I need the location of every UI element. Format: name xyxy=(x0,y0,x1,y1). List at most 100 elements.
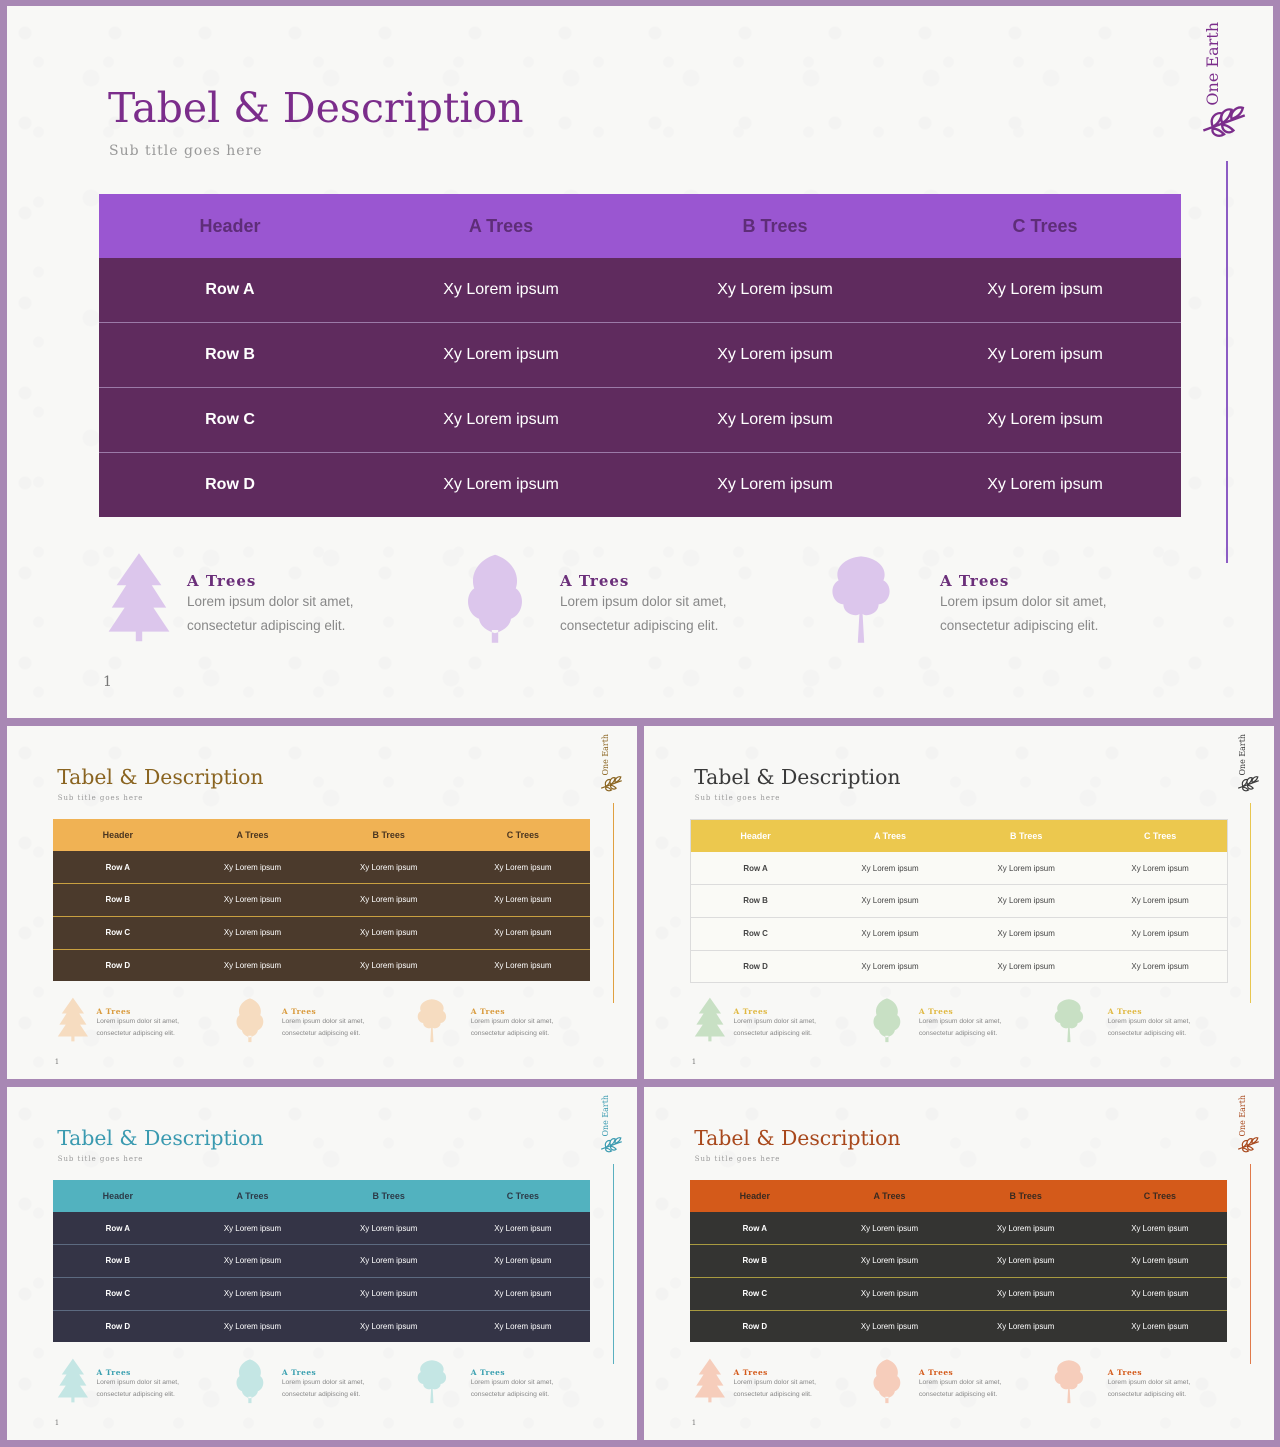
column-header: Header xyxy=(52,819,183,852)
feature-text: Lorem ipsum dolor sit amet, xyxy=(96,1018,179,1026)
table-row: Row A Xy Lorem ipsum Xy Lorem ipsum Xy Lore… xyxy=(690,852,1228,885)
leaf-icon xyxy=(601,775,623,792)
table-row: Row D Xy Lorem ipsum Xy Lorem ipsum Xy Lore… xyxy=(99,452,1181,517)
row-header: Row B xyxy=(52,1244,183,1278)
table-row: Row D Xy Lorem ipsum Xy Lorem ipsum Xy Lore… xyxy=(690,949,1228,983)
tree-icon xyxy=(1054,1360,1083,1404)
table-cell: Xy Lorem ipsum xyxy=(641,387,909,453)
feature-title: A Trees xyxy=(96,1368,131,1378)
row-header: Row C xyxy=(689,1276,820,1311)
row-header: Row C xyxy=(99,387,361,453)
feature-title: A Trees xyxy=(281,1368,317,1378)
data-table: Header A Trees B Trees C Trees Row A Xy Lorem… xyxy=(99,194,1181,517)
page-number: 1 xyxy=(691,1418,697,1427)
table-cell: Xy Lorem ipsum xyxy=(322,948,456,982)
feature-title: A Trees xyxy=(1107,1007,1143,1017)
page-number: 1 xyxy=(691,1057,697,1066)
feature-text: Lorem ipsum dolor sit amet, xyxy=(733,1379,816,1387)
table-cell: Xy Lorem ipsum xyxy=(455,915,591,950)
slide-5[interactable]: Tabel & Description Sub title goes here On… xyxy=(644,1087,1274,1440)
vertical-rule xyxy=(1249,803,1251,1003)
feature-block: A Trees Lorem ipsum dolor sit amet, consec… xyxy=(282,1368,365,1401)
column-header: B Trees xyxy=(322,819,456,852)
table-row: Row A Xy Lorem ipsum Xy Lorem ipsum Xy Lore… xyxy=(52,1212,591,1245)
tree-icon xyxy=(694,1358,725,1403)
table-cell: Xy Lorem ipsum xyxy=(1092,1244,1228,1278)
feature-text: consectetur adipiscing elit. xyxy=(940,618,1099,633)
leaf-icon xyxy=(601,1136,623,1153)
feature-text: Lorem ipsum dolor sit amet, xyxy=(96,1379,179,1387)
table-cell: Xy Lorem ipsum xyxy=(182,883,323,917)
column-header: A Trees xyxy=(820,819,960,853)
row-header: Row D xyxy=(52,1309,183,1343)
table-cell: Xy Lorem ipsum xyxy=(322,1212,456,1245)
leaf-icon xyxy=(1202,106,1246,137)
column-header: A Trees xyxy=(182,819,323,852)
feature-block: A Trees Lorem ipsum dolor sit amet, consec… xyxy=(96,1368,179,1401)
column-header: C Trees xyxy=(1092,1180,1228,1213)
tree-icon xyxy=(57,1358,88,1403)
data-table: Header A Trees B Trees C Trees Row A Xy Lorem… xyxy=(689,1180,1228,1343)
column-header: Header xyxy=(689,1180,820,1213)
column-header: Header xyxy=(52,1180,183,1213)
table-cell: Xy Lorem ipsum xyxy=(959,1212,1093,1245)
slide-subtitle: Sub title goes here xyxy=(57,794,144,803)
table-cell: Xy Lorem ipsum xyxy=(182,1244,323,1278)
feature-block: A Trees Lorem ipsum dolor sit amet, consec… xyxy=(919,1368,1002,1401)
page-number: 1 xyxy=(103,674,112,690)
feature-text: Lorem ipsum dolor sit amet, xyxy=(733,1018,816,1026)
table-row: Row D Xy Lorem ipsum Xy Lorem ipsum Xy Lore… xyxy=(689,1309,1228,1343)
table-cell: Xy Lorem ipsum xyxy=(1092,1276,1228,1311)
table-cell: Xy Lorem ipsum xyxy=(909,452,1181,517)
feature-title: A Trees xyxy=(918,1368,954,1378)
table-cell: Xy Lorem ipsum xyxy=(455,851,591,884)
slide-3[interactable]: Tabel & Description Sub title goes here On… xyxy=(644,726,1274,1079)
tree-icon xyxy=(57,997,88,1042)
brand-label: One Earth xyxy=(601,733,611,776)
table-cell: Xy Lorem ipsum xyxy=(909,258,1181,323)
table-row: Row D Xy Lorem ipsum Xy Lorem ipsum Xy Lore… xyxy=(52,948,591,982)
table-row: Row C Xy Lorem ipsum Xy Lorem ipsum Xy Lore… xyxy=(690,916,1228,951)
column-header: B Trees xyxy=(641,194,909,258)
tree-icon xyxy=(1054,999,1083,1043)
feature-title: A Trees xyxy=(187,572,257,590)
feature-text: consectetur adipiscing elit. xyxy=(96,1030,175,1038)
feature-text: consectetur adipiscing elit. xyxy=(560,618,719,633)
table-cell: Xy Lorem ipsum xyxy=(641,322,909,388)
slide-4[interactable]: Tabel & Description Sub title goes here On… xyxy=(7,1087,637,1440)
table-cell: Xy Lorem ipsum xyxy=(1092,949,1228,983)
table-row: Row B Xy Lorem ipsum Xy Lorem ipsum Xy Lore… xyxy=(690,884,1228,918)
tree-icon xyxy=(873,1359,900,1404)
column-header: B Trees xyxy=(959,819,1093,853)
leaf-icon xyxy=(1238,775,1260,792)
feature-block: A Trees Lorem ipsum dolor sit amet, consec… xyxy=(733,1007,816,1040)
feature-title: A Trees xyxy=(940,572,1010,590)
slide-2[interactable]: Tabel & Description Sub title goes here On… xyxy=(7,726,637,1079)
slide-subtitle: Sub title goes here xyxy=(694,794,781,803)
table-row: Row B Xy Lorem ipsum Xy Lorem ipsum Xy Lore… xyxy=(99,322,1181,388)
table-row: Row C Xy Lorem ipsum Xy Lorem ipsum Xy Lore… xyxy=(99,387,1181,453)
feature-title: A Trees xyxy=(1107,1368,1143,1378)
table-cell: Xy Lorem ipsum xyxy=(641,258,909,323)
feature-block: A Trees Lorem ipsum dolor sit amet, consec… xyxy=(282,1007,365,1040)
feature-title: A Trees xyxy=(470,1007,506,1017)
feature-text: Lorem ipsum dolor sit amet, xyxy=(187,594,354,609)
column-header: B Trees xyxy=(959,1180,1093,1213)
column-header: A Trees xyxy=(361,194,641,258)
table-row: Row A Xy Lorem ipsum Xy Lorem ipsum Xy Lore… xyxy=(689,1212,1228,1245)
data-table: Header A Trees B Trees C Trees Row A Xy Lorem… xyxy=(689,819,1229,984)
feature-text: Lorem ipsum dolor sit amet, xyxy=(470,1018,554,1026)
table-cell: Xy Lorem ipsum xyxy=(1092,884,1228,918)
row-header: Row D xyxy=(690,949,821,983)
feature-block: A Trees Lorem ipsum dolor sit amet, consec… xyxy=(187,572,354,638)
row-header: Row A xyxy=(689,1212,820,1245)
table-cell: Xy Lorem ipsum xyxy=(1092,852,1228,885)
tree-icon xyxy=(832,556,890,643)
feature-block: A Trees Lorem ipsum dolor sit amet, consec… xyxy=(919,1007,1002,1040)
column-header: Header xyxy=(99,194,361,258)
table-cell: Xy Lorem ipsum xyxy=(819,1309,960,1343)
table-cell: Xy Lorem ipsum xyxy=(819,1276,960,1311)
feature-text: consectetur adipiscing elit. xyxy=(281,1391,361,1399)
feature-block: A Trees Lorem ipsum dolor sit amet, consec… xyxy=(733,1368,816,1401)
slide-1[interactable]: Tabel & Description Sub title goes here On… xyxy=(7,6,1273,718)
